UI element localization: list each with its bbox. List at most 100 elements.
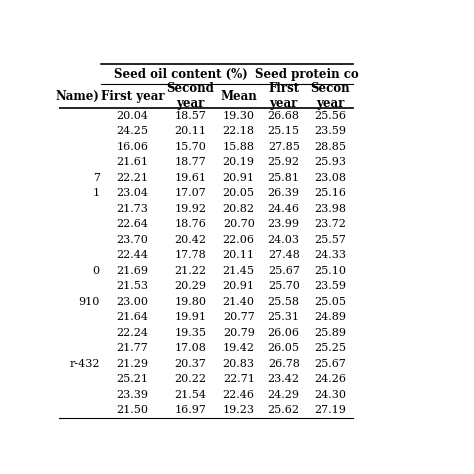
Text: 25.58: 25.58 — [268, 297, 300, 307]
Text: 23.08: 23.08 — [314, 173, 346, 183]
Text: 19.61: 19.61 — [174, 173, 206, 183]
Text: 20.29: 20.29 — [174, 282, 206, 292]
Text: 21.77: 21.77 — [117, 343, 148, 354]
Text: 0: 0 — [92, 266, 100, 276]
Text: 20.22: 20.22 — [174, 374, 206, 384]
Text: 19.92: 19.92 — [174, 204, 206, 214]
Text: 24.89: 24.89 — [314, 312, 346, 322]
Text: 24.46: 24.46 — [268, 204, 300, 214]
Text: 20.70: 20.70 — [223, 219, 255, 229]
Text: 25.57: 25.57 — [314, 235, 346, 245]
Text: 23.39: 23.39 — [116, 390, 148, 400]
Text: 24.03: 24.03 — [268, 235, 300, 245]
Text: 22.21: 22.21 — [116, 173, 148, 183]
Text: Seed protein co: Seed protein co — [255, 68, 358, 81]
Text: 17.07: 17.07 — [174, 188, 206, 198]
Text: 19.91: 19.91 — [174, 312, 206, 322]
Text: 23.04: 23.04 — [116, 188, 148, 198]
Text: 24.33: 24.33 — [314, 250, 346, 260]
Text: 15.88: 15.88 — [223, 142, 255, 152]
Text: 18.57: 18.57 — [174, 111, 206, 121]
Text: 22.06: 22.06 — [223, 235, 255, 245]
Text: 20.05: 20.05 — [223, 188, 255, 198]
Text: 20.11: 20.11 — [223, 250, 255, 260]
Text: First
year: First year — [268, 82, 299, 110]
Text: 26.39: 26.39 — [268, 188, 300, 198]
Text: 24.29: 24.29 — [268, 390, 300, 400]
Text: 25.16: 25.16 — [314, 188, 346, 198]
Text: Mean: Mean — [220, 90, 257, 102]
Text: 25.93: 25.93 — [314, 157, 346, 167]
Text: 20.37: 20.37 — [174, 359, 206, 369]
Text: 24.26: 24.26 — [314, 374, 346, 384]
Text: 23.70: 23.70 — [117, 235, 148, 245]
Text: 22.46: 22.46 — [223, 390, 255, 400]
Text: 15.70: 15.70 — [174, 142, 206, 152]
Text: 20.04: 20.04 — [116, 111, 148, 121]
Text: 21.73: 21.73 — [117, 204, 148, 214]
Text: 21.40: 21.40 — [223, 297, 255, 307]
Text: 26.78: 26.78 — [268, 359, 300, 369]
Text: 1: 1 — [92, 188, 100, 198]
Text: 26.68: 26.68 — [268, 111, 300, 121]
Text: 7: 7 — [92, 173, 100, 183]
Text: Seed oil content (%): Seed oil content (%) — [114, 68, 247, 81]
Text: 23.59: 23.59 — [314, 126, 346, 136]
Text: 22.24: 22.24 — [116, 328, 148, 338]
Text: 19.35: 19.35 — [174, 328, 206, 338]
Text: 21.53: 21.53 — [116, 282, 148, 292]
Text: 20.91: 20.91 — [223, 173, 255, 183]
Text: 25.67: 25.67 — [314, 359, 346, 369]
Text: 25.10: 25.10 — [314, 266, 346, 276]
Text: 20.11: 20.11 — [174, 126, 206, 136]
Text: 22.64: 22.64 — [116, 219, 148, 229]
Text: 21.69: 21.69 — [116, 266, 148, 276]
Text: 23.00: 23.00 — [116, 297, 148, 307]
Text: 21.29: 21.29 — [116, 359, 148, 369]
Text: 20.82: 20.82 — [223, 204, 255, 214]
Text: 19.23: 19.23 — [223, 405, 255, 415]
Text: 25.31: 25.31 — [268, 312, 300, 322]
Text: 21.45: 21.45 — [223, 266, 255, 276]
Text: 23.72: 23.72 — [314, 219, 346, 229]
Text: 20.77: 20.77 — [223, 312, 255, 322]
Text: Second
year: Second year — [166, 82, 214, 110]
Text: 27.19: 27.19 — [314, 405, 346, 415]
Text: 24.25: 24.25 — [116, 126, 148, 136]
Text: 21.64: 21.64 — [116, 312, 148, 322]
Text: 23.59: 23.59 — [314, 282, 346, 292]
Text: r-432: r-432 — [69, 359, 100, 369]
Text: 20.91: 20.91 — [223, 282, 255, 292]
Text: 25.56: 25.56 — [314, 111, 346, 121]
Text: 21.22: 21.22 — [174, 266, 206, 276]
Text: 16.06: 16.06 — [116, 142, 148, 152]
Text: 21.50: 21.50 — [116, 405, 148, 415]
Text: 21.61: 21.61 — [116, 157, 148, 167]
Text: 23.42: 23.42 — [268, 374, 300, 384]
Text: Secon
year: Secon year — [310, 82, 350, 110]
Text: 17.08: 17.08 — [174, 343, 206, 354]
Text: 25.67: 25.67 — [268, 266, 300, 276]
Text: 28.85: 28.85 — [314, 142, 346, 152]
Text: 19.80: 19.80 — [174, 297, 206, 307]
Text: 27.48: 27.48 — [268, 250, 300, 260]
Text: 25.21: 25.21 — [116, 374, 148, 384]
Text: 23.99: 23.99 — [268, 219, 300, 229]
Text: 22.71: 22.71 — [223, 374, 255, 384]
Text: 25.89: 25.89 — [314, 328, 346, 338]
Text: 25.81: 25.81 — [268, 173, 300, 183]
Text: 25.05: 25.05 — [314, 297, 346, 307]
Text: 25.70: 25.70 — [268, 282, 300, 292]
Text: 20.83: 20.83 — [223, 359, 255, 369]
Text: 21.54: 21.54 — [174, 390, 206, 400]
Text: 910: 910 — [78, 297, 100, 307]
Text: 27.85: 27.85 — [268, 142, 300, 152]
Text: 25.62: 25.62 — [268, 405, 300, 415]
Text: 22.44: 22.44 — [116, 250, 148, 260]
Text: 20.42: 20.42 — [174, 235, 206, 245]
Text: 17.78: 17.78 — [174, 250, 206, 260]
Text: 19.42: 19.42 — [223, 343, 255, 354]
Text: 18.77: 18.77 — [174, 157, 206, 167]
Text: 26.06: 26.06 — [268, 328, 300, 338]
Text: 26.05: 26.05 — [268, 343, 300, 354]
